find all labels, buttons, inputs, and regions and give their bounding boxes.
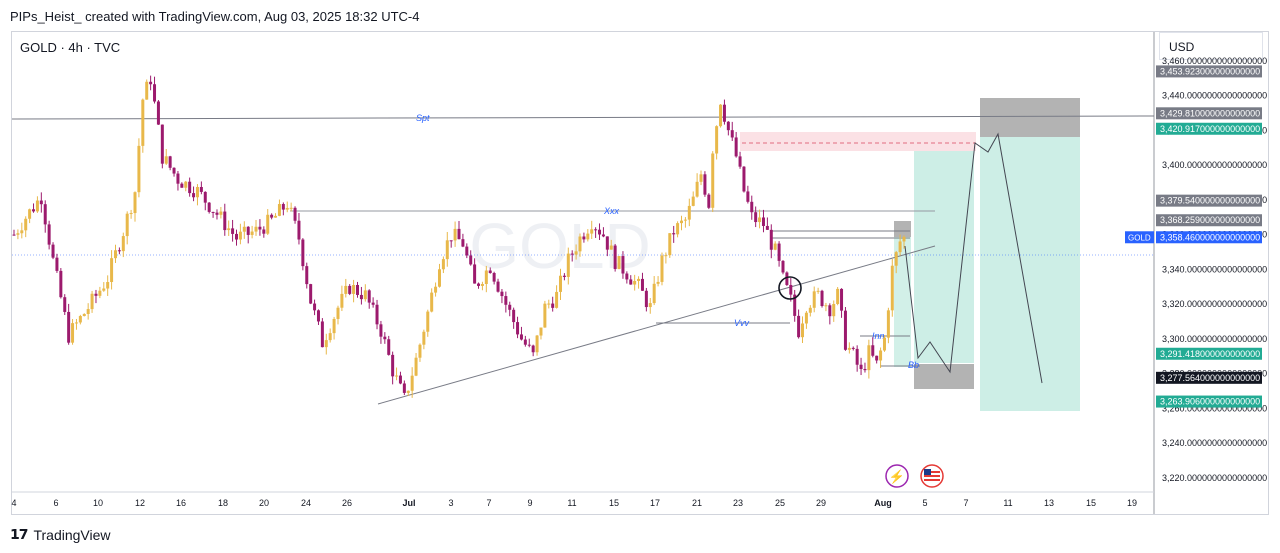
brand-footer[interactable]: 𝟭𝟳 TradingView (10, 526, 111, 543)
currency-label: USD (1169, 40, 1195, 54)
brand-name: TradingView (33, 526, 111, 543)
tradingview-logo-icon: 𝟭𝟳 (10, 526, 29, 542)
chart-frame (11, 31, 1269, 515)
attribution-text: PIPs_Heist_ created with TradingView.com… (10, 9, 420, 24)
symbol-label[interactable]: GOLD · 4h · TVC (20, 40, 121, 55)
currency-selector[interactable]: USD (1159, 32, 1263, 60)
